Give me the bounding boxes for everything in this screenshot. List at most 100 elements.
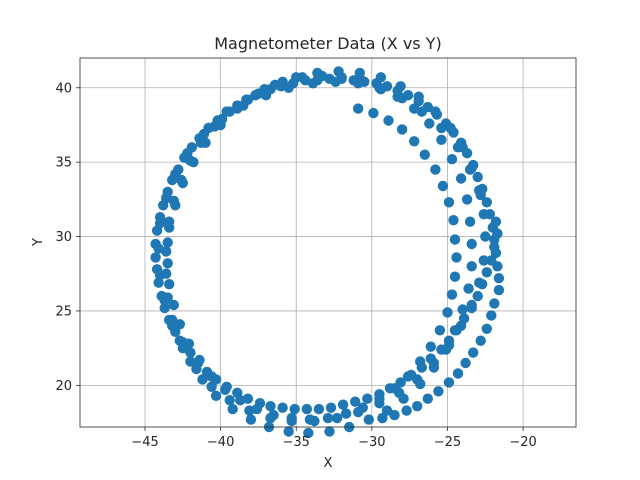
data-point <box>162 258 173 269</box>
data-point <box>415 378 426 390</box>
data-point <box>303 427 314 439</box>
data-point <box>466 299 477 311</box>
data-point <box>162 237 173 248</box>
data-point <box>304 414 316 425</box>
data-point <box>195 137 207 148</box>
data-point <box>446 154 458 165</box>
data-point <box>440 344 452 355</box>
data-point <box>277 76 288 88</box>
data-point <box>206 371 217 382</box>
data-point <box>265 401 276 412</box>
data-point <box>245 414 257 425</box>
data-point <box>375 72 387 83</box>
data-point <box>206 381 217 392</box>
data-point <box>396 124 408 135</box>
data-point <box>374 393 385 404</box>
data-point <box>331 412 343 424</box>
data-point <box>442 307 453 318</box>
data-point <box>412 401 423 412</box>
data-point <box>363 414 374 425</box>
data-point <box>461 194 473 205</box>
data-point <box>475 335 486 346</box>
data-point <box>398 393 409 404</box>
data-point <box>185 155 196 166</box>
data-point <box>357 402 368 413</box>
data-point <box>463 283 474 294</box>
data-point <box>167 314 178 326</box>
data-point <box>489 241 500 253</box>
data-point <box>168 299 179 311</box>
x-tick-label: −35 <box>283 435 310 450</box>
data-point <box>325 402 337 413</box>
data-point <box>464 216 476 227</box>
data-point <box>449 234 461 245</box>
data-point <box>324 426 335 437</box>
data-point <box>194 354 205 366</box>
data-point <box>480 231 491 242</box>
data-point <box>446 289 458 300</box>
data-point <box>457 304 468 315</box>
data-point <box>301 403 312 415</box>
data-point <box>409 136 420 147</box>
data-point <box>489 298 500 309</box>
data-point <box>460 357 471 369</box>
y-tick-label: 35 <box>55 156 72 171</box>
data-point <box>457 142 468 153</box>
x-tick-label: −30 <box>358 435 385 450</box>
data-point <box>481 197 492 208</box>
data-point <box>161 246 172 257</box>
y-axis-label: Y <box>31 238 46 247</box>
data-point <box>259 84 270 95</box>
data-point <box>313 403 325 415</box>
data-point <box>251 403 263 415</box>
data-point <box>209 121 220 132</box>
data-point <box>481 267 492 278</box>
data-point <box>433 386 444 397</box>
data-point <box>374 82 385 94</box>
data-point <box>425 341 436 352</box>
data-point <box>493 273 505 284</box>
data-point <box>389 409 400 421</box>
data-point <box>159 302 170 314</box>
x-axis-label: X <box>324 456 333 471</box>
data-point <box>250 90 261 101</box>
data-point <box>401 405 412 416</box>
data-point <box>430 106 441 117</box>
data-point <box>183 338 195 349</box>
data-point <box>350 396 361 407</box>
x-tick-label: −40 <box>207 435 234 450</box>
data-point <box>227 403 238 415</box>
x-tick-label: −45 <box>131 435 158 450</box>
data-point <box>268 409 279 421</box>
data-point <box>392 91 403 102</box>
data-point <box>436 122 447 134</box>
data-point <box>164 216 175 227</box>
data-point <box>466 162 477 174</box>
y-tick-label: 25 <box>55 304 72 319</box>
data-point <box>286 412 297 424</box>
data-point <box>402 371 414 382</box>
data-point <box>174 335 185 346</box>
data-point <box>307 78 319 89</box>
data-point <box>322 412 334 424</box>
data-point <box>383 115 394 126</box>
data-point <box>168 195 179 206</box>
data-point <box>337 399 349 410</box>
data-point <box>191 363 202 375</box>
data-points <box>150 66 505 439</box>
data-point <box>448 215 459 226</box>
y-tick-label: 30 <box>55 230 72 245</box>
data-point <box>362 393 373 404</box>
data-point <box>437 180 449 192</box>
data-point <box>198 128 210 140</box>
data-point <box>241 94 252 105</box>
data-point <box>474 277 485 288</box>
data-point <box>409 103 420 114</box>
data-point <box>210 390 222 401</box>
data-point <box>377 412 388 424</box>
data-point <box>493 284 505 296</box>
data-point <box>466 238 477 250</box>
data-point <box>419 149 430 160</box>
data-point <box>185 356 196 367</box>
